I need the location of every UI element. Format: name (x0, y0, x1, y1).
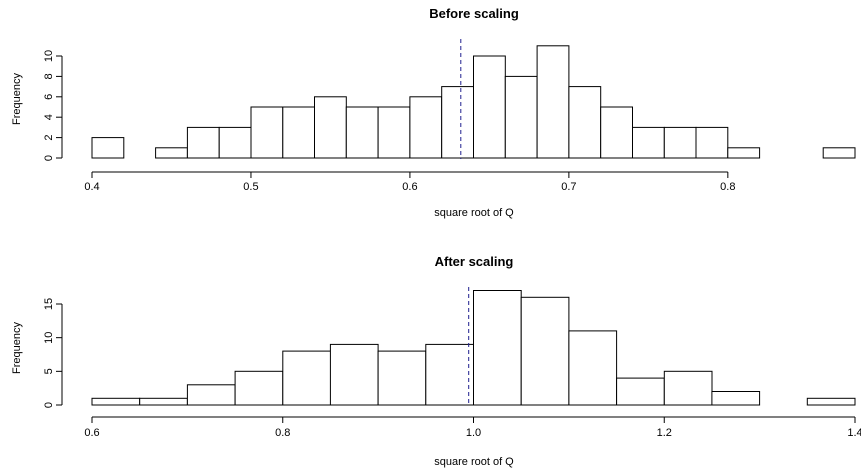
y-axis: 0 5 10 15 (43, 298, 63, 408)
histogram-bar (520, 296, 570, 406)
x-axis-title: square root of Q (434, 207, 514, 219)
y-tick-label: 0 (43, 402, 55, 408)
histogram-bar (806, 397, 856, 406)
y-axis: 0 2 4 6 8 10 (43, 50, 63, 161)
histogram-bar (441, 86, 475, 159)
bars (91, 45, 856, 159)
x-tick-label: 0.8 (275, 427, 290, 439)
chart-title: Before scaling (429, 6, 519, 21)
histogram-bar (314, 96, 347, 159)
histogram-bar (250, 106, 284, 159)
y-axis-title: Frequency (11, 322, 23, 374)
y-tick-label: 4 (43, 114, 55, 120)
histogram-bar (663, 370, 713, 406)
y-tick-label: 6 (43, 94, 55, 100)
y-tick-label: 0 (43, 155, 55, 161)
histogram-bar (616, 377, 665, 406)
x-tick-label: 1.0 (466, 427, 481, 439)
histogram-bar (91, 137, 125, 159)
y-tick-label: 2 (43, 135, 55, 141)
chart-title: After scaling (435, 254, 514, 269)
histogram-bar (568, 330, 618, 406)
panel-before-scaling: Before scaling square root of Q Frequenc… (11, 6, 856, 219)
y-tick-label: 8 (43, 73, 55, 79)
histogram-bar (600, 106, 634, 159)
histogram-bar (218, 126, 252, 159)
histogram-bar (377, 106, 411, 159)
histogram-bar (663, 126, 697, 159)
histogram-bar (711, 391, 761, 406)
histogram-bar (632, 126, 665, 159)
y-tick-label: 5 (43, 368, 55, 374)
histogram-bar (186, 384, 236, 406)
histogram-bar (727, 147, 761, 159)
y-tick-label: 10 (43, 332, 55, 344)
histogram-bar (139, 397, 188, 406)
histogram-bar (425, 343, 474, 406)
histogram-bar (282, 106, 316, 159)
y-tick-label: 15 (43, 298, 55, 310)
histogram-bar (695, 126, 729, 159)
histogram-bar (377, 350, 427, 406)
histogram-bar (504, 75, 538, 159)
x-tick-label: 0.6 (402, 181, 417, 193)
y-axis-title: Frequency (11, 73, 23, 125)
histogram-bar (568, 86, 602, 159)
histogram-bar (409, 96, 443, 159)
y-tick-label: 10 (43, 50, 55, 62)
x-tick-label: 0.7 (561, 181, 576, 193)
histogram-bar (473, 290, 522, 406)
x-axis: 0.4 0.5 0.6 0.7 0.8 (84, 171, 735, 193)
histogram-bar (822, 147, 856, 159)
panel-after-scaling: After scaling square root of Q Frequency… (11, 254, 861, 468)
histogram-bar (473, 55, 506, 159)
histogram-bar (155, 147, 188, 159)
x-tick-label: 1.4 (847, 427, 861, 439)
histogram-bar (186, 126, 220, 159)
histogram-bar (345, 106, 379, 159)
x-axis: 0.6 0.8 1.0 1.2 1.4 (84, 416, 861, 439)
histogram-bar (91, 397, 141, 406)
x-tick-label: 0.6 (84, 427, 99, 439)
histogram-bar (234, 370, 284, 406)
histogram-bar (536, 45, 570, 159)
x-tick-label: 0.4 (84, 181, 99, 193)
histogram-bar (329, 343, 379, 406)
bars (91, 290, 856, 406)
histogram-bar (282, 350, 331, 406)
x-axis-title: square root of Q (434, 456, 514, 468)
x-tick-label: 0.8 (720, 181, 735, 193)
x-tick-label: 1.2 (657, 427, 672, 439)
x-tick-label: 0.5 (243, 181, 258, 193)
